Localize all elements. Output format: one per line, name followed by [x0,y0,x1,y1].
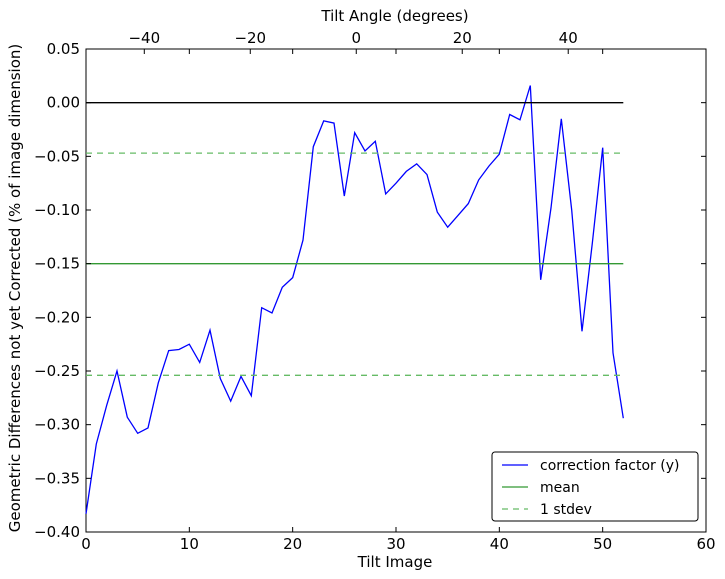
y-tick-label: −0.10 [34,201,80,219]
y-tick-label: −0.15 [34,255,80,273]
legend-label-1: mean [540,480,580,496]
legend-box [491,451,699,522]
y-tick-label: 0.05 [47,40,80,58]
top-x-axis-title: Tilt Angle (degrees) [320,7,468,25]
top-x-tick-label: 40 [559,29,578,47]
top-x-tick-label: −20 [234,29,266,47]
y-tick-label: −0.40 [34,523,80,541]
top-x-tick-label: 0 [351,29,361,47]
x-tick-label: 0 [81,535,91,553]
x-tick-label: 60 [696,535,715,553]
top-x-tick-label: 20 [453,29,472,47]
x-tick-label: 30 [386,535,405,553]
legend-label-0: correction factor (y) [540,458,679,474]
series-line-0 [85,85,624,514]
x-axis-title: Tilt Image [357,553,433,571]
legend-label-2: 1 stdev [540,502,592,518]
top-x-tick-label: −40 [128,29,160,47]
y-tick-label: −0.25 [34,362,80,380]
y-tick-label: −0.05 [34,147,80,165]
y-axis-title: Geometric Differences not yet Corrected … [6,44,24,533]
x-tick-label: 50 [593,535,612,553]
y-tick-label: −0.30 [34,416,80,434]
x-tick-label: 40 [490,535,509,553]
x-tick-label: 10 [180,535,199,553]
x-tick-label: 20 [283,535,302,553]
legend: correction factor (y) mean 1 stdev [491,451,699,522]
y-tick-label: −0.20 [34,308,80,326]
ticks: 0 10 20 30 40 50 60 −40 −20 0 20 40 0.05 0.00 −0.05 −0.… [34,29,716,553]
y-tick-label: 0.00 [47,94,80,112]
y-tick-label: −0.35 [34,469,80,487]
plot-area [85,48,707,533]
